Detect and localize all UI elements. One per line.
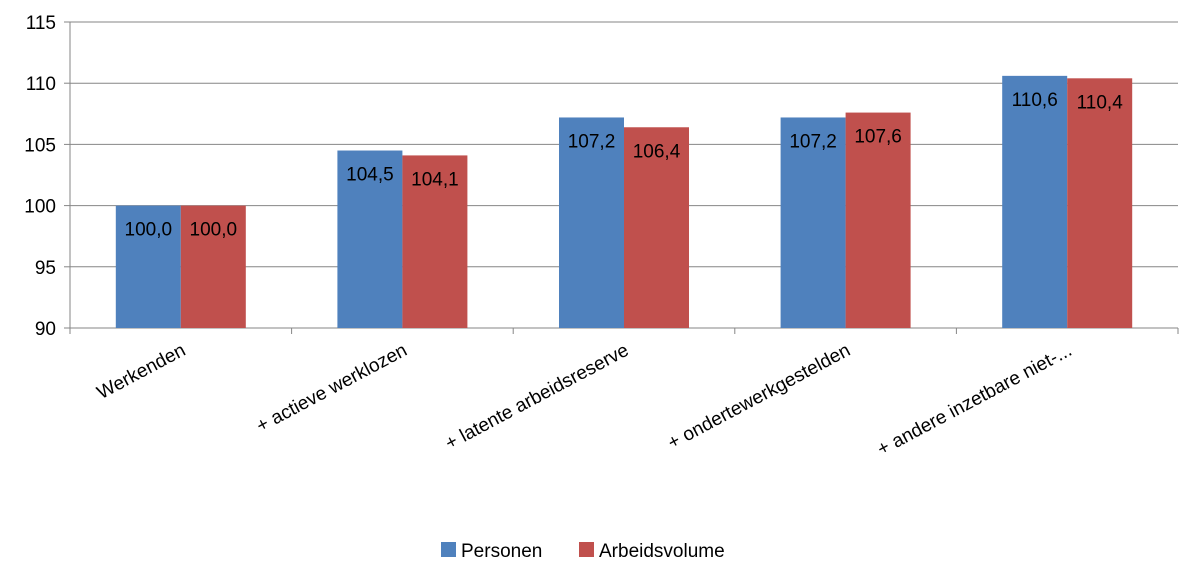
category-label: + actieve werklozen	[253, 340, 411, 437]
y-tick-label: 115	[26, 13, 56, 34]
bar-arbeidsvolume	[624, 127, 689, 328]
bar-arbeidsvolume	[180, 205, 246, 328]
y-tick-label: 100	[24, 197, 56, 218]
legend-label-personen: Personen	[461, 541, 542, 562]
legend-swatch-arbeidsvolume	[579, 542, 594, 557]
data-label: 104,5	[346, 165, 394, 186]
data-label: 104,1	[411, 169, 459, 190]
data-label: 100,0	[125, 220, 173, 241]
bar-arbeidsvolume	[1067, 78, 1133, 328]
bar-personen	[337, 150, 403, 328]
data-label: 106,4	[633, 141, 681, 162]
data-label: 110,4	[1077, 92, 1124, 113]
legend-label-arbeidsvolume: Arbeidsvolume	[599, 541, 725, 562]
category-labels: Werkenden + actieve werklozen + latente ar…	[94, 340, 1076, 460]
legend: Personen Arbeidsvolume	[441, 541, 725, 562]
data-label: 107,6	[854, 127, 902, 148]
legend-swatch-personen	[441, 542, 456, 557]
y-tick-labels: 90 95 100 105 110 115	[24, 13, 56, 340]
data-label: 107,2	[568, 131, 616, 152]
data-label: 107,2	[789, 131, 837, 152]
bar-arbeidsvolume	[845, 112, 911, 329]
bar-personen	[1002, 75, 1068, 328]
category-label: Werkenden	[94, 340, 189, 404]
data-label: 100,0	[190, 220, 238, 241]
y-tick-label: 105	[24, 135, 56, 156]
category-label: + andere inzetbare niet-...	[874, 340, 1076, 460]
data-labels: 100,0 100,0 104,5 104,1 107,2 106,4 107,2 107,6…	[125, 90, 1124, 241]
bar-arbeidsvolume	[402, 155, 468, 328]
data-label: 110,6	[1012, 90, 1058, 111]
category-label: + ondertewerkgestelden	[665, 340, 854, 454]
y-tick-label: 110	[26, 74, 56, 95]
bar-personen	[559, 117, 624, 328]
y-tick-label: 90	[35, 319, 56, 340]
y-tick-label: 95	[35, 258, 56, 279]
bar-personen	[115, 205, 181, 328]
bar-personen	[780, 117, 846, 328]
category-label: + latente arbeidsreserve	[442, 340, 632, 454]
bars	[115, 75, 1133, 329]
